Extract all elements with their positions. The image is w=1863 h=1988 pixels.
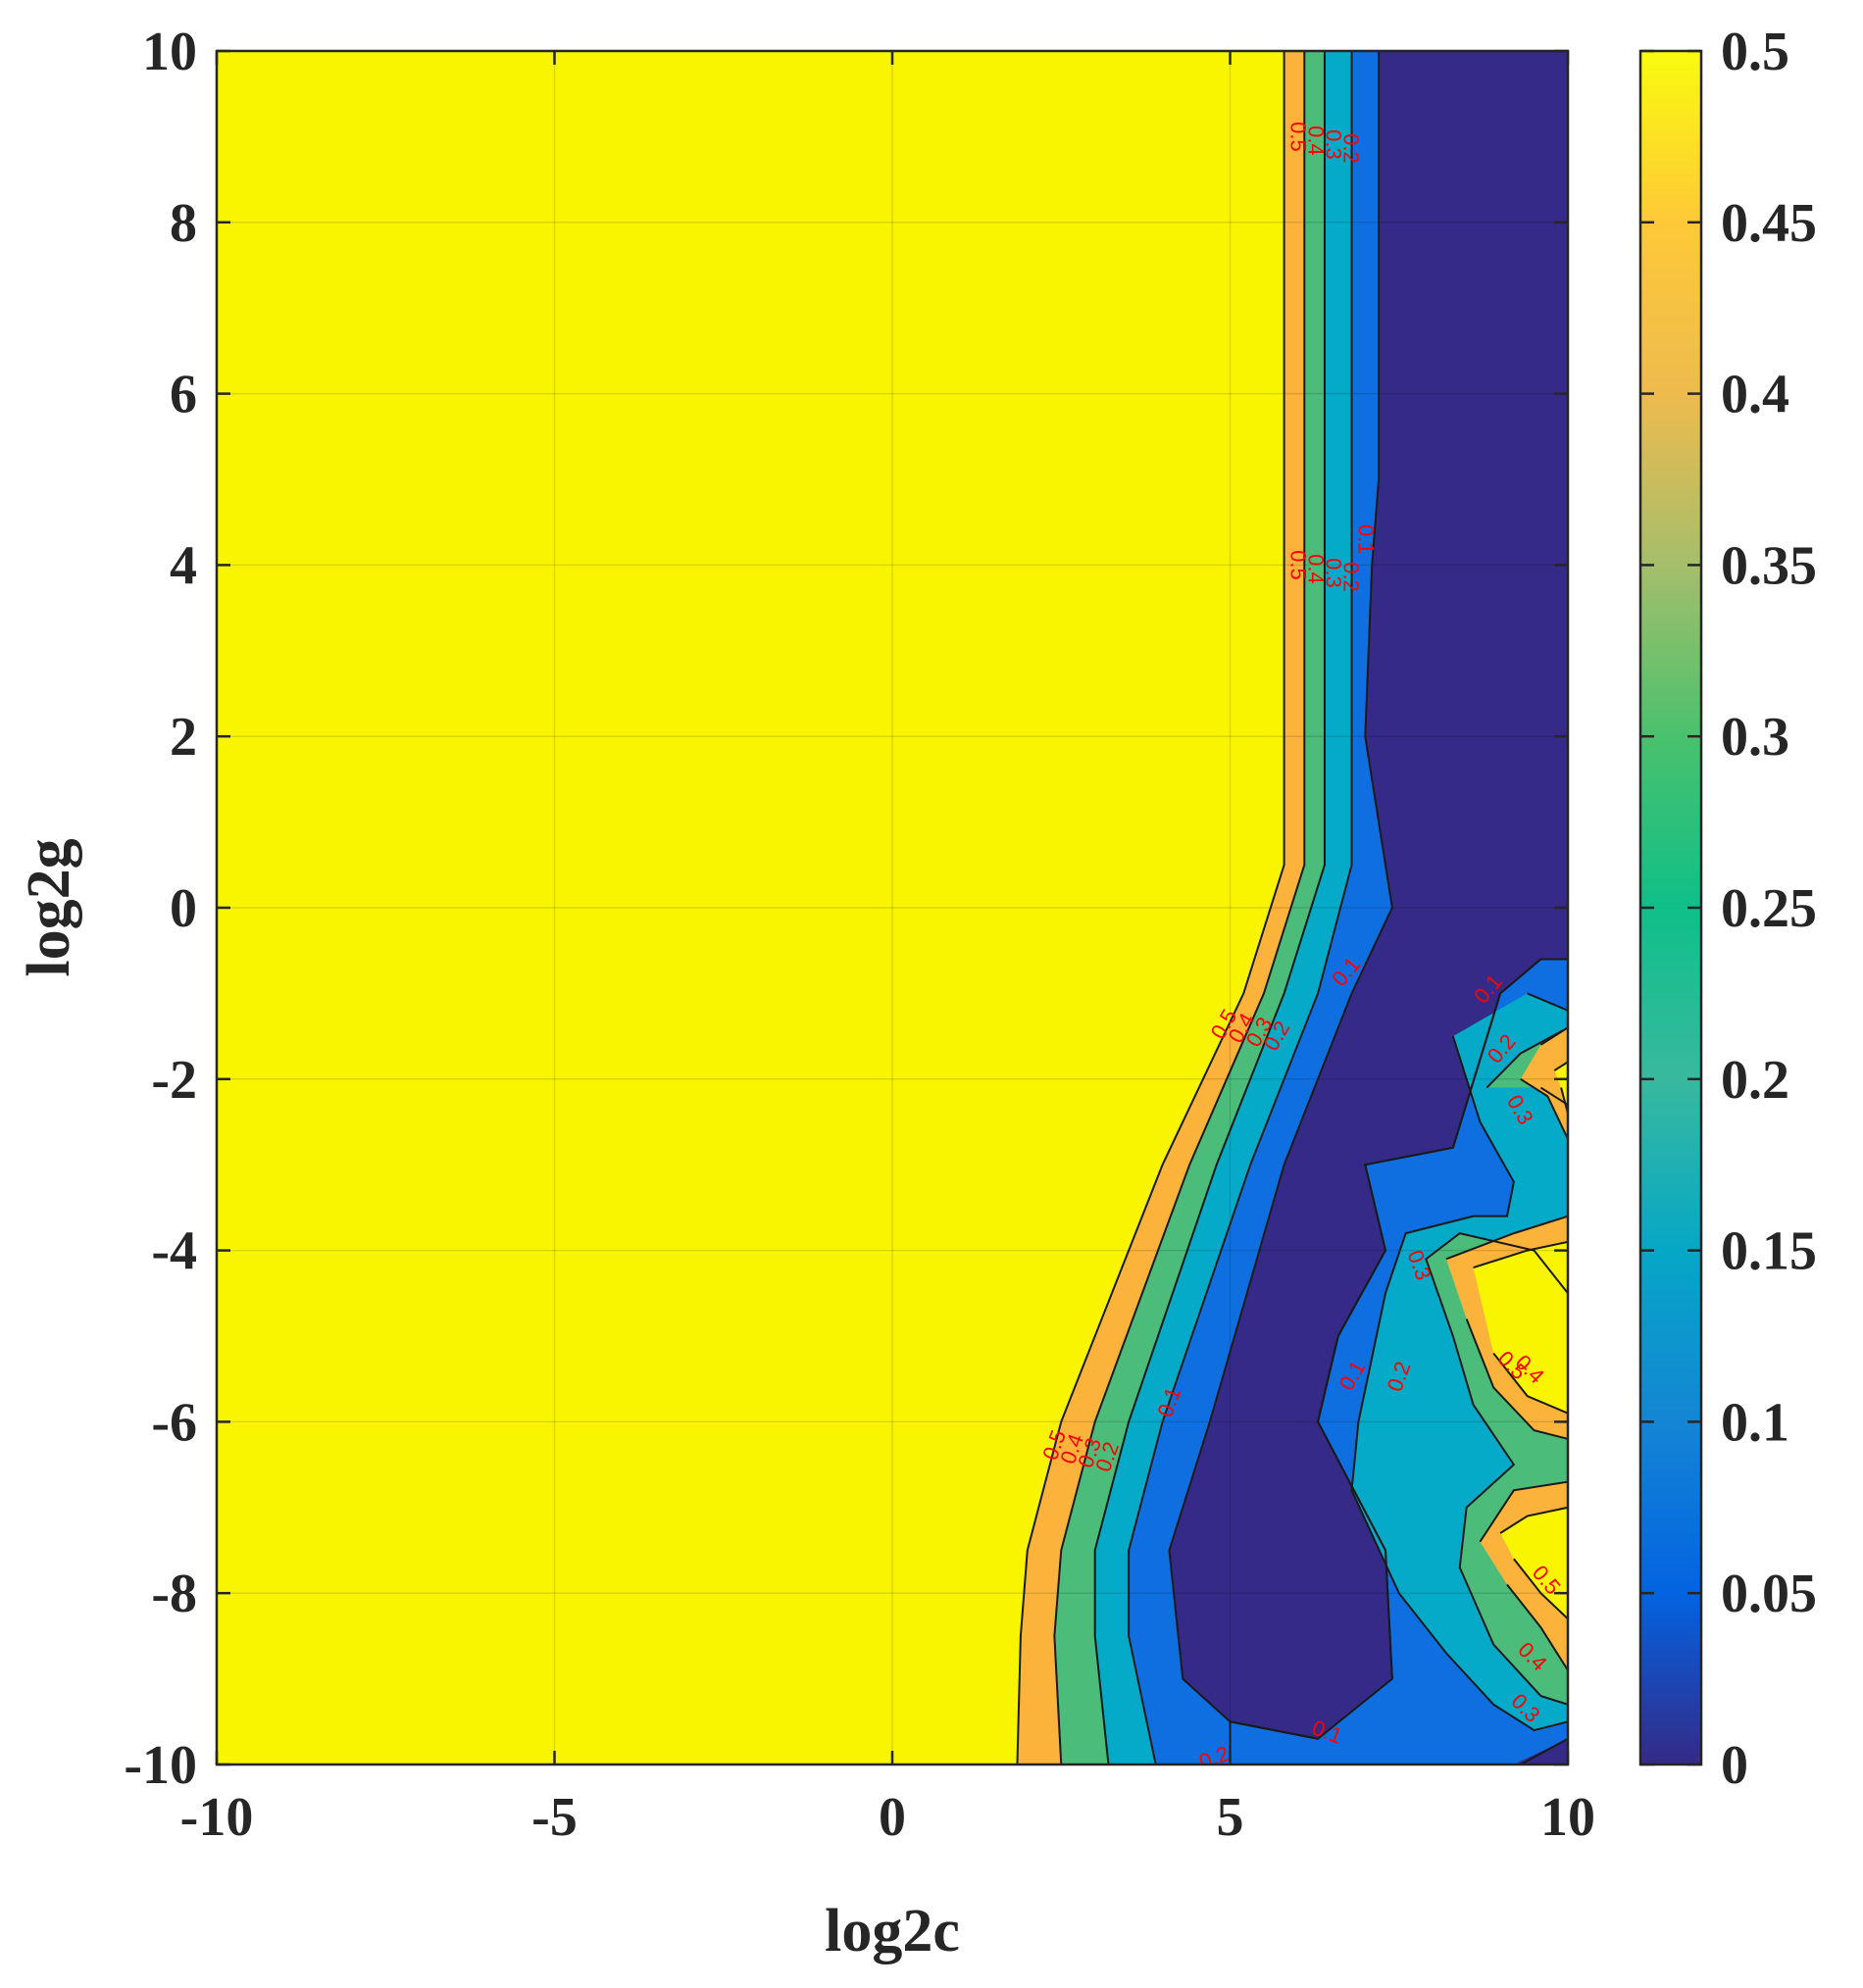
colorbar-tick-label: 0.05 (1721, 1564, 1817, 1624)
x-tick-label: -10 (180, 1787, 254, 1848)
colorbar: 0.5 0.45 0.4 0.35 0.3 0.25 0.2 0.15 0.1 0.05 0 (1638, 22, 1817, 1796)
contour-region-0.1 (1169, 51, 1568, 1739)
colorbar-tick-label: 0.1 (1721, 1392, 1789, 1453)
contour-label: 0.2 (1339, 562, 1364, 592)
contour-line-right-8 (1499, 1506, 1568, 1620)
contour-line-right-6 (1553, 1061, 1568, 1115)
colorbar-tick-label: 0 (1721, 1735, 1748, 1796)
x-tick-label: 0 (879, 1787, 906, 1848)
colorbar-tick-label: 0.3 (1721, 707, 1789, 768)
colorbar-tick-label: 0.5 (1721, 22, 1789, 82)
y-tick-label: 2 (170, 707, 197, 768)
contour-label: 0.1 (1353, 524, 1378, 555)
contour-line-right-7 (1473, 1240, 1568, 1415)
contour-line-right-0 (1229, 958, 1568, 1764)
colorbar-tick-label: 0.15 (1721, 1221, 1817, 1282)
contour-line-right-2 (1425, 1026, 1568, 1706)
contour-label: 0.4 (1304, 125, 1329, 156)
contour-region-right-0.4a (1520, 1027, 1568, 1139)
colorbar-ticks (1640, 49, 1701, 1766)
contour-label: 0.5 (1286, 122, 1311, 152)
axis-ticks (215, 49, 1570, 1766)
contour-label: 0.5 (1286, 550, 1311, 580)
contour-line-0.3 (1093, 51, 1326, 1764)
plot-area: 0.50.40.30.20.50.40.30.20.10.50.40.30.20… (215, 49, 1570, 1766)
contour-line-0.4 (1053, 51, 1306, 1764)
x-tick-labels: -10 -5 0 5 10 (180, 1787, 1595, 1848)
y-tick-label: -4 (151, 1221, 197, 1282)
contour-line-right-3 (1520, 1026, 1568, 1140)
x-tick-label: -5 (531, 1787, 578, 1848)
contour-line-0.2 (1128, 51, 1353, 1764)
contour-lines (1016, 51, 1568, 1764)
y-tick-label: -6 (151, 1392, 197, 1453)
colorbar-tick-labels: 0.5 0.45 0.4 0.35 0.3 0.25 0.2 0.15 0.1 0.05 0 (1721, 22, 1817, 1796)
y-tick-labels: 10 8 6 4 2 0 -2 -4 -6 -8 -10 (124, 22, 197, 1796)
contour-region-right-0.5c (1500, 1507, 1568, 1619)
x-tick-label: 10 (1540, 1787, 1595, 1848)
contour-label: 0.3 (1322, 129, 1346, 160)
contour-line-right-1 (1350, 992, 1568, 1732)
colorbar-tick-label: 0.2 (1721, 1050, 1789, 1111)
contour-label: 0.2 (1339, 133, 1364, 164)
contour-line-right-4 (1445, 1215, 1568, 1440)
y-tick-label: 8 (170, 193, 197, 254)
y-tick-label: -8 (151, 1564, 197, 1624)
y-axis-label: log2g (16, 838, 82, 976)
y-tick-label: -10 (124, 1735, 197, 1796)
y-tick-label: 0 (170, 878, 197, 939)
colorbar-tick-label: 0.35 (1721, 535, 1817, 596)
y-tick-label: 4 (170, 535, 197, 596)
contour-label: 0.3 (1322, 558, 1346, 588)
contour-line-right-5 (1479, 1480, 1568, 1672)
grid-lines (217, 51, 1568, 1764)
colorbar-tick-label: 0.45 (1721, 193, 1817, 254)
colorbar-tick-label: 0.4 (1721, 365, 1789, 425)
x-axis-label: log2c (825, 1898, 960, 1964)
contour-line-0.5 (1016, 51, 1285, 1764)
contour-label: 0.4 (1304, 554, 1329, 584)
y-tick-label: -2 (151, 1050, 197, 1111)
y-tick-label: 6 (170, 365, 197, 425)
colorbar-tick-label: 0.25 (1721, 878, 1817, 939)
x-tick-label: 5 (1217, 1787, 1244, 1848)
contour-region-right-0.5b (1473, 1241, 1568, 1414)
y-tick-label: 10 (142, 22, 197, 82)
contour-region-corner (1513, 1738, 1568, 1764)
